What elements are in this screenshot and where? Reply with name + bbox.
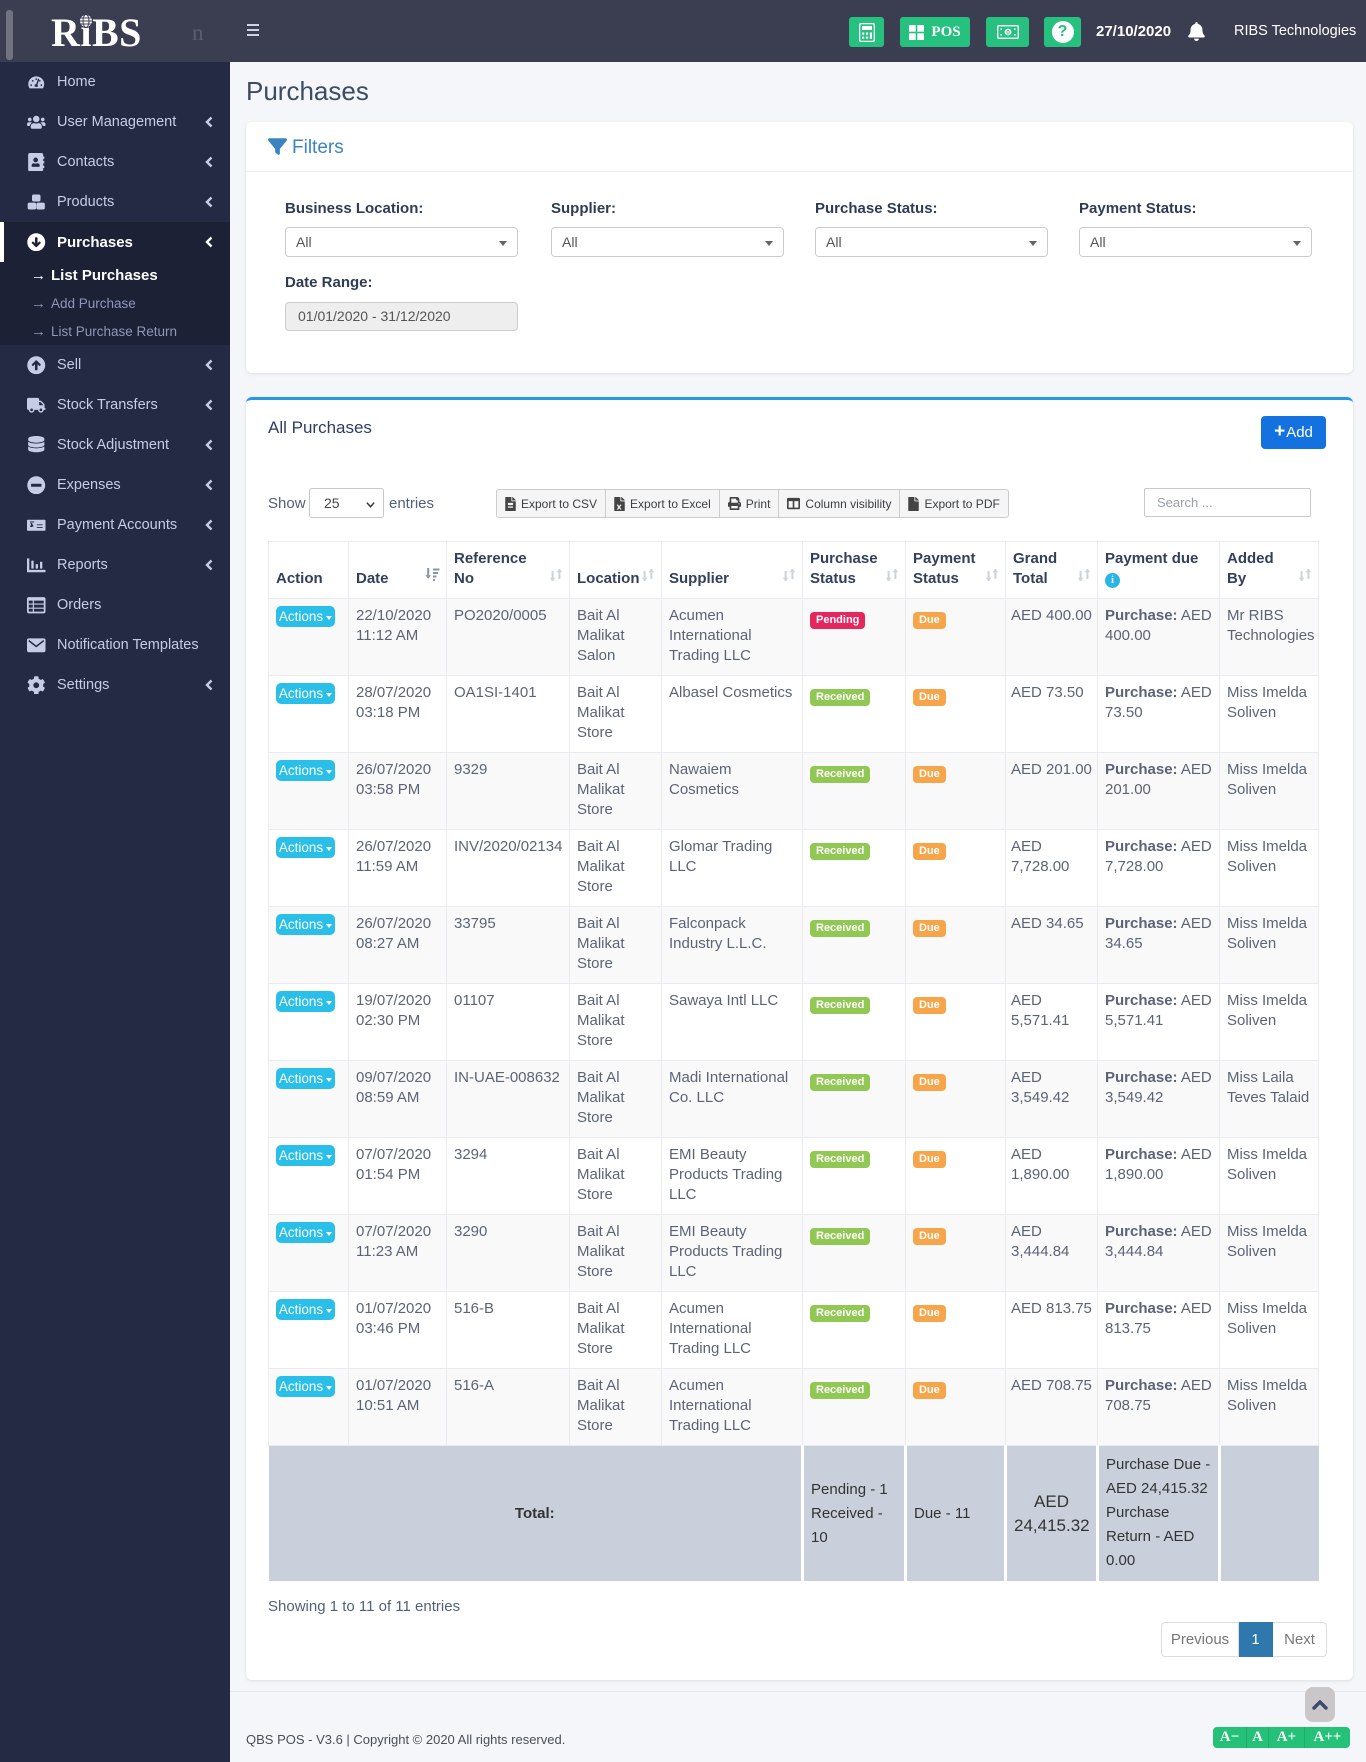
svg-text:0: 0 bbox=[1006, 29, 1010, 36]
